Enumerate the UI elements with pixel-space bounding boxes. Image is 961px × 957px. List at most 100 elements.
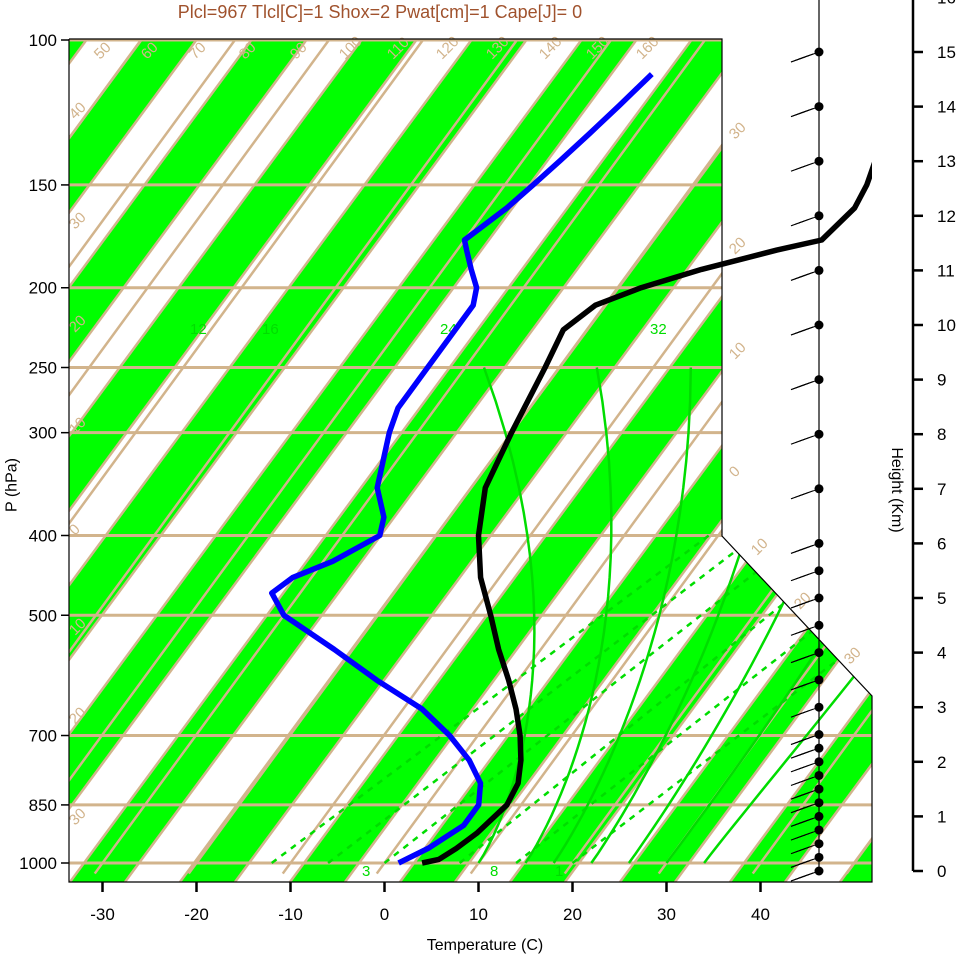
wind-barb-flag (798, 804, 814, 811)
mixing-ratio-label: 1 (555, 863, 563, 880)
dry-adiabat-line (673, 39, 872, 882)
y-axis-label: P (hPa) (3, 458, 20, 512)
x-tick-label: 0 (380, 905, 389, 924)
wind-barb-flag (798, 858, 814, 865)
adiabat-band (180, 39, 858, 882)
moist-adiabat-line (552, 367, 693, 864)
dry-adiabat-line (69, 39, 364, 882)
dry-adiabat-line (69, 39, 199, 882)
dry-adiabat-line (69, 39, 474, 882)
isotherm-line (69, 39, 518, 875)
dry-adiabat-line (618, 39, 872, 882)
adiabat-label: 20 (726, 234, 750, 258)
wind-barb-flag (798, 326, 814, 333)
adiabat-band (70, 39, 748, 882)
adiabat-label: 0 (726, 463, 744, 481)
y-tick-label: 150 (29, 176, 57, 195)
pressure-axis: 100 150 200 250 300 400 500 700 850 1000 (19, 31, 69, 873)
wind-barb-flag (798, 271, 814, 278)
height-tick-label: 1 (937, 807, 946, 826)
mixing-ratio-line (327, 534, 757, 864)
sounding-traces (269, 72, 872, 866)
mixing-ratio-line (383, 534, 804, 864)
adiabat-band (69, 39, 418, 882)
dry-adiabat-line (69, 39, 254, 882)
mixing-ratio-label: 32 (650, 321, 667, 338)
y-tick-label: 850 (29, 796, 57, 815)
wind-barb-flag (798, 626, 814, 633)
chart-title: Plcl=967 Tlcl[C]=1 Shox=2 Pwat[cm]=1 Cap… (178, 2, 582, 22)
mixing-ratio-label: 16 (262, 321, 279, 338)
isotherm-line (69, 39, 330, 875)
mixing-ratio-line (571, 534, 872, 864)
height-tick-label: 15 (937, 43, 956, 62)
adiabat-label: 10 (748, 535, 772, 559)
height-tick-label: 3 (937, 698, 946, 717)
height-tick-label: 4 (937, 644, 946, 663)
wind-barb-flag (798, 654, 814, 661)
wind-barb-flag (798, 162, 814, 169)
y-tick-label: 700 (29, 727, 57, 746)
adiabat-band (69, 39, 308, 882)
height-tick-label: 7 (937, 480, 946, 499)
x-tick-label: -30 (90, 905, 115, 924)
height-tick-label: 9 (937, 371, 946, 390)
adiabat-band (620, 39, 872, 882)
dry-adiabat-line (398, 39, 872, 882)
mixing-ratio-label: 8 (490, 863, 498, 880)
wind-barb-flag (798, 681, 814, 688)
dry-adiabat-line (563, 39, 872, 882)
y-tick-label: 500 (29, 606, 57, 625)
dry-adiabat-line (69, 39, 529, 882)
wind-barb-flag (798, 817, 814, 824)
adiabat-label: 160 (633, 33, 663, 63)
height-tick-label: 10 (937, 316, 956, 335)
isotherm-line (69, 39, 424, 875)
isotherm-line (0, 40, 47, 874)
adiabat-label: 30 (841, 644, 865, 668)
adiabat-label: 50 (91, 39, 115, 63)
height-tick-label: 5 (937, 589, 946, 608)
moist-adiabat-line (524, 367, 613, 864)
isobars-isotherms (0, 39, 872, 882)
adiabat-label: 140 (536, 33, 566, 63)
y-tick-label: 100 (29, 31, 57, 50)
plot-frame (68, 38, 873, 883)
wind-barb-flag (798, 217, 814, 224)
x-tick-label: 30 (657, 905, 676, 924)
wind-barb-flag (798, 872, 814, 879)
x-tick-label: -20 (184, 905, 209, 924)
height-tick-label: 6 (937, 534, 946, 553)
y-tick-label: 250 (29, 359, 57, 378)
dry-adiabat-line (69, 39, 419, 882)
wind-barb-flag (798, 763, 814, 770)
adiabat-band (69, 39, 528, 882)
dry-adiabat-line (69, 39, 309, 882)
dry-adiabat-line (69, 39, 584, 882)
y-tick-label: 200 (29, 279, 57, 298)
isotherm-line (281, 39, 872, 875)
height-axis: 012345678910111213141516 (911, 0, 956, 881)
moist-adiabat-line (703, 366, 872, 864)
temperature-trace (421, 161, 872, 866)
wind-barb-flag (798, 53, 814, 60)
isotherm-line (69, 39, 236, 875)
height-tick-label: 2 (937, 753, 946, 772)
wind-barb-flag (798, 435, 814, 442)
dry-adiabat-line (728, 39, 872, 882)
x-tick-label: 40 (751, 905, 770, 924)
mixing-ratio-label: 12 (190, 321, 207, 338)
height-tick-label: 14 (937, 98, 956, 117)
height-tick-label: 16 (937, 0, 956, 7)
height-tick-label: 12 (937, 207, 956, 226)
wind-barb-flag (798, 490, 814, 497)
height-axis-label: Height (Km) (888, 447, 905, 532)
adiabat-label: 30 (726, 119, 750, 143)
wind-barb-flag (798, 572, 814, 579)
wind-barb-flag (798, 108, 814, 115)
isotherm-line (375, 39, 872, 875)
wind-profile (790, 0, 824, 882)
wind-barb-flag (798, 381, 814, 388)
moist-adiabat-line (477, 367, 536, 864)
mixing-ratio-label: 3 (362, 863, 370, 880)
